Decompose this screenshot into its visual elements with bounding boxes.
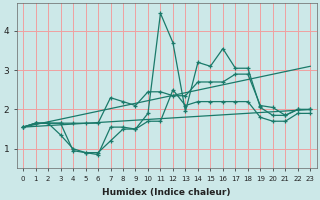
X-axis label: Humidex (Indice chaleur): Humidex (Indice chaleur) [102,188,231,197]
